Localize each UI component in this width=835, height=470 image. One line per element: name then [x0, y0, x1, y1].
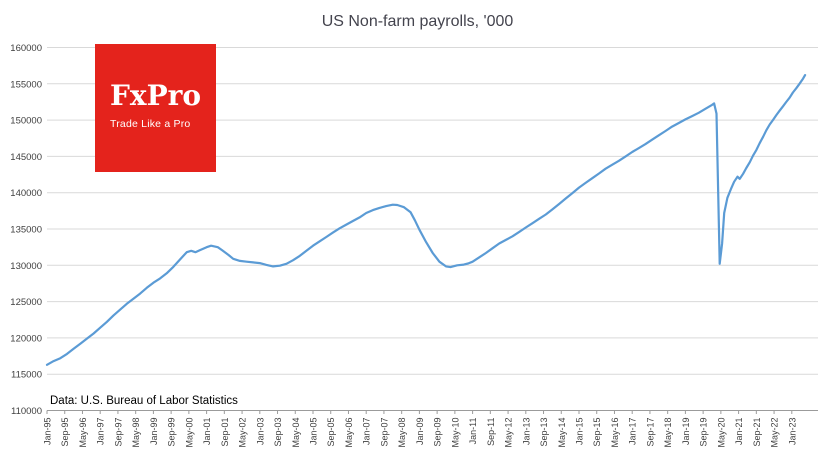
x-tick-label: Sep-01: [220, 418, 230, 447]
x-tick-label: Sep-07: [379, 418, 389, 447]
y-tick-label: 110000: [11, 406, 42, 417]
x-tick-label: Jan-15: [575, 418, 585, 446]
y-tick-label: 115000: [11, 370, 42, 381]
x-tick-label: Sep-19: [699, 418, 709, 447]
x-tick-label: Jan-95: [43, 418, 53, 446]
logo-tagline-text: Trade Like a Pro: [110, 118, 191, 130]
x-tick-label: May-10: [450, 418, 460, 448]
y-tick-label: 145000: [10, 152, 42, 163]
payrolls-series-line: [45, 73, 807, 366]
x-tick-label: Jan-09: [415, 418, 425, 446]
x-tick-label: May-14: [557, 418, 567, 448]
x-tick-label: Sep-13: [539, 418, 549, 447]
x-tick-label: Jan-97: [96, 418, 106, 446]
x-tick-label: May-18: [663, 418, 673, 448]
x-tick-label: Jan-21: [734, 418, 744, 446]
x-tick-label: Jan-01: [202, 418, 212, 446]
x-tick-label: Jan-13: [521, 418, 531, 446]
x-tick-label: Jan-19: [681, 418, 691, 446]
x-tick-label: May-98: [131, 418, 141, 448]
y-tick-label: 150000: [10, 116, 42, 127]
x-tick-label: Sep-21: [752, 418, 762, 447]
x-tick-label: Sep-11: [486, 418, 496, 446]
x-tick-label: May-06: [344, 418, 354, 448]
x-tick-label: Jan-03: [255, 418, 265, 446]
y-tick-label: 120000: [10, 333, 42, 344]
fxpro-logo: FxPro Trade Like a Pro: [95, 44, 216, 172]
x-tick-label: May-08: [397, 418, 407, 448]
x-tick-label: Sep-17: [645, 418, 655, 447]
x-tick-label: Jan-07: [362, 418, 372, 446]
x-tick-label: Sep-09: [433, 418, 443, 447]
x-tick-label: Jan-23: [787, 418, 797, 446]
y-tick-label: 135000: [10, 225, 42, 236]
x-tick-label: Sep-99: [167, 418, 177, 447]
x-tick-label: Sep-95: [60, 418, 70, 447]
chart-title: US Non-farm payrolls, '000: [321, 13, 514, 30]
x-tick-label: May-00: [184, 418, 194, 448]
x-tick-label: Jan-99: [149, 418, 159, 446]
x-tick-label: May-22: [770, 418, 780, 448]
y-tick-label: 130000: [10, 261, 42, 272]
x-tick-label: May-96: [78, 418, 88, 448]
x-tick-label: May-02: [238, 418, 248, 448]
x-tick-label: May-04: [291, 418, 301, 448]
x-tick-label: Sep-15: [592, 418, 602, 447]
y-tick-label: 160000: [10, 43, 42, 54]
y-tick-label: 140000: [10, 188, 42, 199]
x-tick-label: Sep-97: [113, 418, 123, 447]
data-source-note: Data: U.S. Bureau of Labor Statistics: [50, 395, 238, 407]
y-tick-label: 125000: [10, 297, 42, 308]
x-tick-label: May-12: [504, 417, 514, 447]
x-tick-label: Sep-05: [326, 418, 336, 447]
x-tick-label: Sep-03: [273, 418, 283, 447]
x-tick-label: Jan-11: [468, 418, 478, 445]
y-tick-label: 155000: [10, 79, 42, 90]
x-tick-label: Jan-05: [309, 418, 319, 446]
x-tick-label: May-20: [716, 418, 726, 448]
x-tick-label: Jan-17: [628, 418, 638, 446]
x-tick-label: May-16: [610, 418, 620, 448]
logo-brand-text: FxPro: [110, 79, 202, 112]
